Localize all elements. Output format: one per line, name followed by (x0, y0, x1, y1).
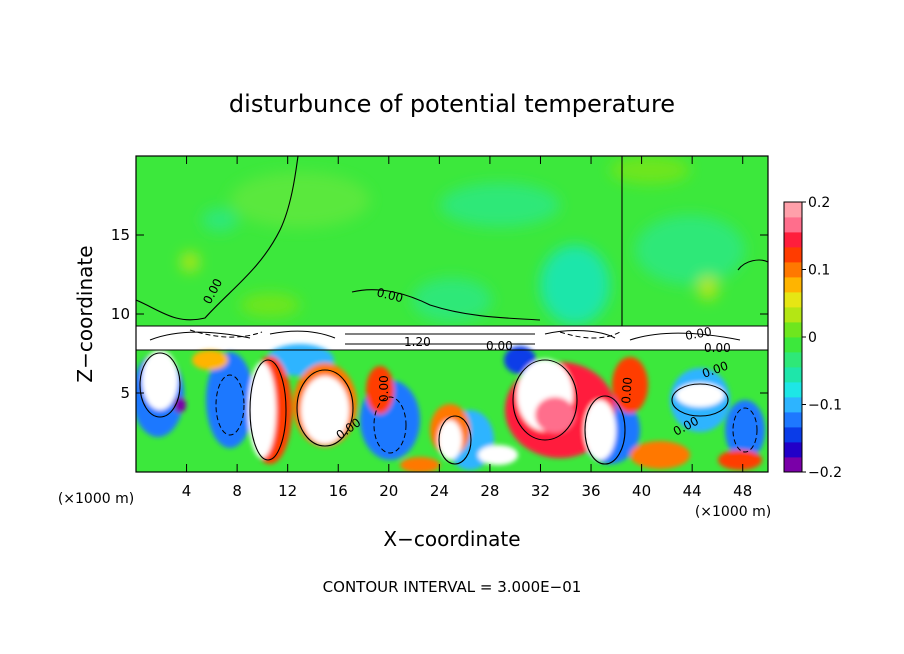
colorbar-segment (784, 307, 802, 323)
colorbar-segment (784, 247, 802, 263)
chart-title: disturbunce of potential temperature (229, 90, 675, 118)
colorbar-segment (784, 232, 802, 248)
contour-label: 0.00 (375, 285, 404, 305)
x-tick-label: 4 (182, 482, 192, 500)
colorbar-segment (784, 412, 802, 428)
contour-label: 1.20 (404, 335, 431, 349)
upper-field-variation (181, 156, 745, 325)
x-tick-label: 12 (278, 482, 297, 500)
colorbar: 0.2 0.1 0 −0.1 −0.2 (783, 195, 842, 481)
contour-label: 0.00 (684, 325, 713, 343)
y-axis: 5 10 15 (111, 226, 768, 402)
colorbar-segment (784, 202, 802, 218)
colorbar-segment (784, 427, 802, 443)
x-tick-label: 40 (632, 482, 651, 500)
contour-label: 0.00 (486, 339, 513, 353)
inversion-band (136, 326, 768, 350)
colorbar-segment (784, 337, 802, 353)
colorbar-segment (784, 367, 802, 383)
x-axis: 4 8 12 16 20 24 28 32 36 40 44 48 (182, 156, 752, 500)
colorbar-segment (784, 217, 802, 233)
y-tick-label: 15 (111, 226, 130, 244)
colorbar-tick-label: 0.2 (808, 195, 830, 211)
colorbar-segment (784, 277, 802, 293)
plot-area: 0.00 0.00 0.00 1.20 0.00 0.00 0.00 0.00 … (136, 156, 768, 472)
colorbar-tick-label: −0.1 (808, 398, 842, 414)
colorbar-segment (784, 292, 802, 308)
lower-field-blobs (136, 344, 765, 472)
x-tick-label: 24 (430, 482, 449, 500)
colorbar-segment (784, 262, 802, 278)
colorbar-segment (784, 352, 802, 368)
contour-label: 0.00 (619, 377, 635, 405)
colorbar-tick-label: 0.1 (808, 263, 830, 279)
colorbar-segment (784, 397, 802, 413)
x-tick-label: 36 (581, 482, 600, 500)
y-tick-label: 10 (111, 305, 130, 323)
y-axis-title: Z−coordinate (73, 245, 97, 382)
colorbar-tick-label: 0 (808, 330, 817, 346)
colorbar-segment (784, 322, 802, 338)
x-unit-label-left: (×1000 m) (58, 491, 134, 507)
y-tick-label: 5 (120, 384, 130, 402)
x-tick-label: 48 (733, 482, 752, 500)
x-tick-label: 32 (531, 482, 550, 500)
contour-lines (136, 156, 768, 465)
colorbar-tick-label: −0.2 (808, 465, 842, 481)
x-unit-label-right: (×1000 m) (695, 504, 771, 520)
contour-lines-dashed (189, 329, 758, 454)
contour-label: 0.00 (704, 341, 731, 355)
colorbar-segment (784, 382, 802, 398)
x-tick-label: 44 (683, 482, 702, 500)
contour-interval-note: CONTOUR INTERVAL = 3.000E−01 (323, 578, 582, 596)
colorbar-segment (784, 457, 802, 473)
x-tick-label: 28 (480, 482, 499, 500)
x-tick-label: 20 (379, 482, 398, 500)
contour-label: 0.00 (377, 375, 391, 402)
x-tick-label: 8 (232, 482, 242, 500)
x-axis-title: X−coordinate (383, 527, 520, 551)
colorbar-segment (784, 442, 802, 458)
x-tick-label: 16 (329, 482, 348, 500)
